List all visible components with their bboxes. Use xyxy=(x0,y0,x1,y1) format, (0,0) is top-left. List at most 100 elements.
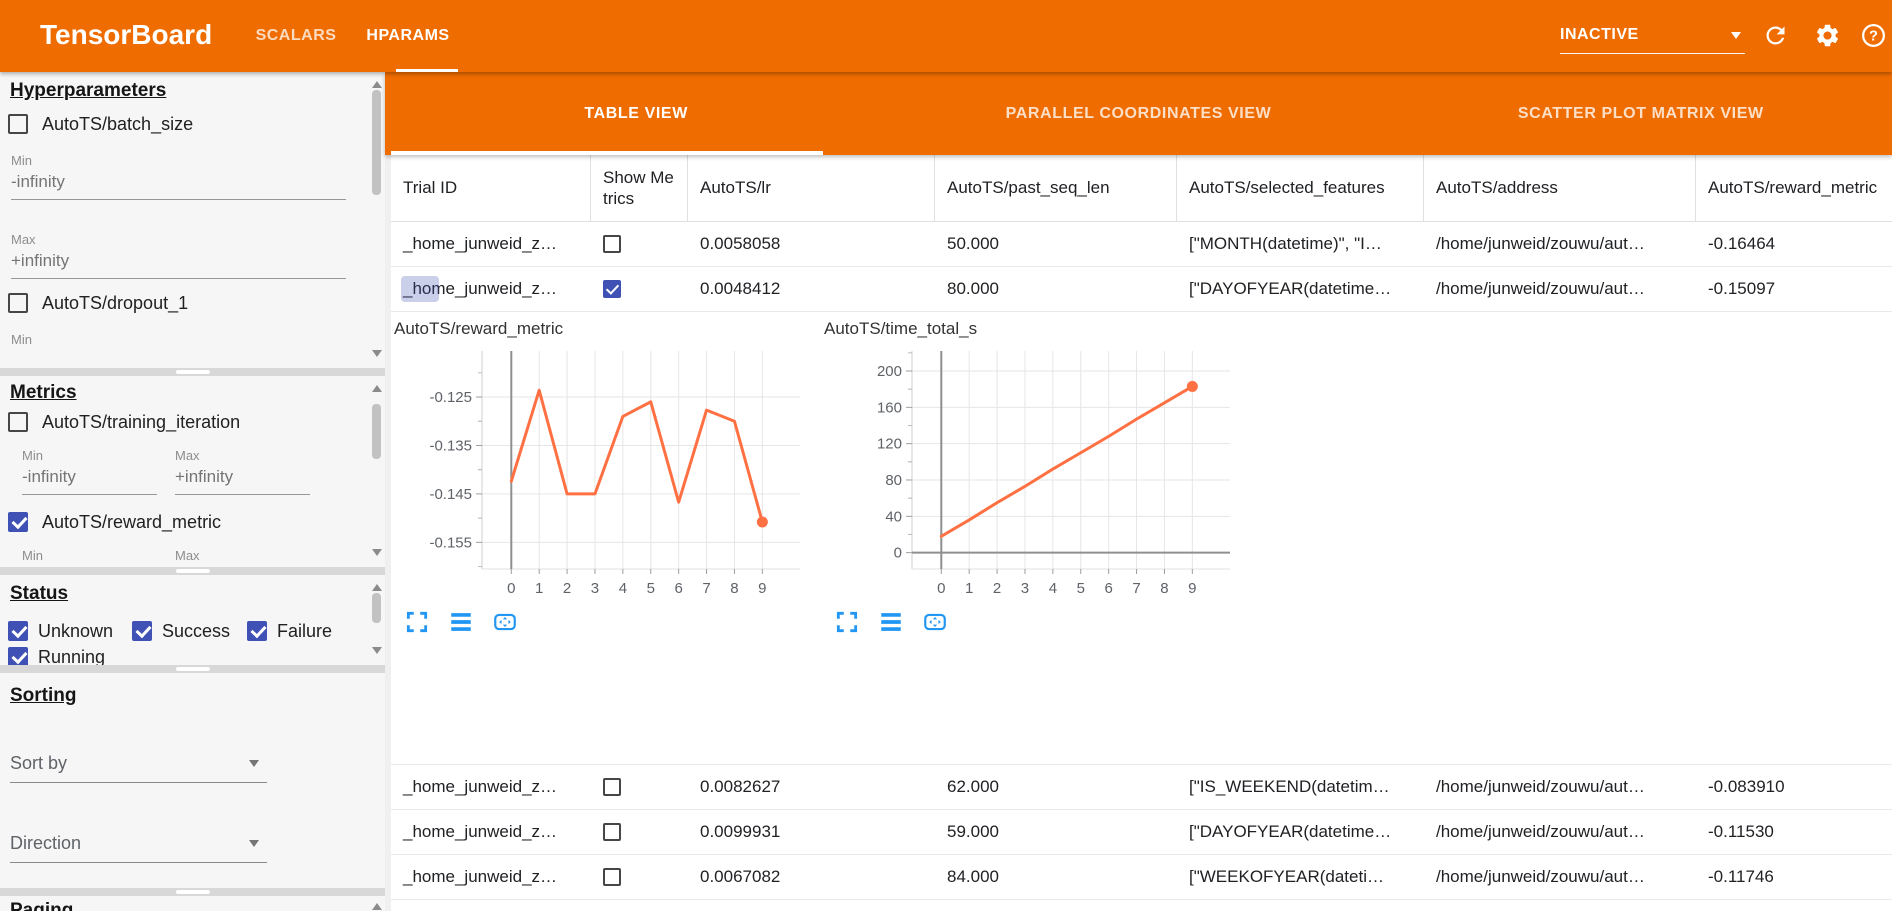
checkbox-dropout-1[interactable] xyxy=(8,293,28,313)
min-input[interactable]: -infinity xyxy=(22,467,157,495)
checkbox-training-iteration[interactable] xyxy=(8,412,28,432)
address-cell: /home/junweid/zouwu/aut… xyxy=(1436,822,1645,841)
refresh-icon[interactable] xyxy=(1762,22,1789,49)
reward-metric-cell: -0.15097 xyxy=(1708,279,1776,298)
reward-metric-line-chart[interactable]: -0.125 -0.135 -0.145 -0.155 0 1 2 3 4 5 6 7 8 9 xyxy=(392,343,816,605)
table-header-row: Trial ID Show Metrics AutoTS/lr AutoTS/past… xyxy=(391,155,1892,222)
svg-text:3: 3 xyxy=(1021,580,1029,597)
checkbox-status-success[interactable] xyxy=(132,621,152,641)
table-rows-top: _home_junweid_z… 0.0058058 50.000 ["MONTH(d… xyxy=(391,222,1892,312)
status-label-running[interactable]: Running xyxy=(38,647,106,665)
help-icon[interactable]: ? xyxy=(1860,22,1887,49)
svg-text:9: 9 xyxy=(1188,580,1196,597)
sorting-heading: Sorting xyxy=(10,685,77,706)
column-header-autots-lr: AutoTS/lr xyxy=(688,155,935,221)
checkbox-batch-size[interactable] xyxy=(8,114,28,134)
section-resize-handle[interactable] xyxy=(0,567,385,575)
metric-label-training-iteration[interactable]: AutoTS/training_iteration xyxy=(42,412,241,432)
status-scrollbar[interactable] xyxy=(371,579,383,659)
hparam-label-batch-size[interactable]: AutoTS/batch_size xyxy=(42,114,194,134)
svg-text:6: 6 xyxy=(674,580,682,597)
svg-text:5: 5 xyxy=(1077,580,1085,597)
show-metrics-cell xyxy=(591,765,688,809)
tab-hparams[interactable]: HPARAMS xyxy=(366,27,450,44)
max-input[interactable]: +infinity xyxy=(11,251,346,279)
chart-toolbar xyxy=(834,609,948,635)
scroll-up-icon[interactable] xyxy=(372,380,382,392)
chevron-down-icon xyxy=(249,760,259,772)
run-status-dropdown[interactable]: INACTIVE xyxy=(1560,20,1745,54)
scrollbar-thumb[interactable] xyxy=(372,404,381,459)
column-header-autots-reward-metric: AutoTS/reward_metric xyxy=(1708,178,1878,198)
status-label-success[interactable]: Success xyxy=(162,621,231,641)
lr-cell: 0.0058058 xyxy=(700,234,781,253)
metrics-scrollbar[interactable] xyxy=(371,380,383,561)
reset-view-icon[interactable] xyxy=(922,609,948,635)
section-paging: Paging xyxy=(0,896,385,911)
status-label-unknown[interactable]: Unknown xyxy=(38,621,114,641)
section-resize-handle[interactable] xyxy=(0,368,385,376)
section-resize-handle[interactable] xyxy=(0,665,385,673)
min-input[interactable]: -infinity xyxy=(11,172,346,200)
past-seq-len-cell: 50.000 xyxy=(947,234,999,253)
checkbox-status-running[interactable] xyxy=(8,647,28,665)
chart-title: AutoTS/time_total_s xyxy=(824,319,978,338)
fullscreen-icon[interactable] xyxy=(404,609,430,635)
svg-text:7: 7 xyxy=(702,580,710,597)
paging-scrollbar[interactable] xyxy=(371,898,383,911)
checkbox-status-unknown[interactable] xyxy=(8,621,28,641)
data-table-icon[interactable] xyxy=(878,609,904,635)
hyperparameters-scrollbar[interactable] xyxy=(371,76,383,362)
sort-by-dropdown[interactable]: Sort by xyxy=(10,749,267,783)
svg-text:1: 1 xyxy=(535,580,543,597)
direction-dropdown[interactable]: Direction xyxy=(10,829,267,863)
scrollbar-thumb[interactable] xyxy=(372,90,381,195)
settings-icon[interactable] xyxy=(1814,22,1841,49)
max-input[interactable]: +infinity xyxy=(175,467,310,495)
svg-text:3: 3 xyxy=(591,580,599,597)
table-row: _home_junweid_z… 0.0048412 80.000 ["DAYOFYE… xyxy=(391,267,1892,312)
checkbox-status-failure[interactable] xyxy=(247,621,267,641)
max-label: Max xyxy=(175,448,200,463)
svg-text:0: 0 xyxy=(894,545,902,562)
view-tab-bar: TABLE VIEW PARALLEL COORDINATES VIEW SCA… xyxy=(385,72,1892,155)
scroll-down-icon[interactable] xyxy=(372,549,382,561)
selected-features-cell: ["WEEKOFYEAR(dateti… xyxy=(1189,867,1384,886)
tab-table-view[interactable]: TABLE VIEW xyxy=(385,72,887,155)
show-metrics-checkbox[interactable] xyxy=(603,235,621,253)
svg-text:-0.155: -0.155 xyxy=(429,534,472,551)
show-metrics-checkbox[interactable] xyxy=(603,778,621,796)
sort-by-label: Sort by xyxy=(10,753,68,773)
tab-scalars[interactable]: SCALARS xyxy=(255,27,337,44)
scroll-down-icon[interactable] xyxy=(372,647,382,659)
section-resize-handle[interactable] xyxy=(0,888,385,896)
scroll-up-icon[interactable] xyxy=(372,76,382,88)
tab-parallel-coordinates-view[interactable]: PARALLEL COORDINATES VIEW xyxy=(1005,104,1272,122)
selected-features-cell: ["DAYOFYEAR(datetime… xyxy=(1189,279,1392,298)
show-metrics-checkbox[interactable] xyxy=(603,823,621,841)
scrollbar-thumb[interactable] xyxy=(372,593,381,623)
min-label: Min xyxy=(11,153,32,168)
hparam-label-dropout-1[interactable]: AutoTS/dropout_1 xyxy=(42,293,189,313)
metric-label-reward-metric[interactable]: AutoTS/reward_metric xyxy=(42,512,222,532)
scroll-down-icon[interactable] xyxy=(372,350,382,362)
sidebar: Hyperparameters AutoTS/batch_size Min -i… xyxy=(0,72,385,911)
status-label-failure[interactable]: Failure xyxy=(277,621,333,641)
svg-text:-0.135: -0.135 xyxy=(429,437,472,454)
show-metrics-cell xyxy=(591,810,688,854)
tab-scatter-plot-matrix-view[interactable]: SCATTER PLOT MATRIX VIEW xyxy=(1517,104,1764,122)
column-header-autots-address: AutoTS/address xyxy=(1424,155,1696,221)
selected-features-cell: ["DAYOFYEAR(datetime… xyxy=(1189,822,1392,841)
max-label: Max xyxy=(11,232,36,247)
reset-view-icon[interactable] xyxy=(492,609,518,635)
time-total-line-chart[interactable]: 0 40 80 120 160 200 0 1 2 3 4 5 6 7 8 9 xyxy=(822,343,1246,605)
scroll-up-icon[interactable] xyxy=(372,579,382,591)
fullscreen-icon[interactable] xyxy=(834,609,860,635)
show-metrics-checkbox[interactable] xyxy=(603,280,621,298)
scroll-up-icon[interactable] xyxy=(372,898,382,910)
data-table-icon[interactable] xyxy=(448,609,474,635)
trial-id-cell: _home_junweid_z… xyxy=(403,867,558,886)
trial-id-cell: _home_junweid_z… xyxy=(403,822,558,841)
show-metrics-checkbox[interactable] xyxy=(603,868,621,886)
checkbox-reward-metric[interactable] xyxy=(8,512,28,532)
